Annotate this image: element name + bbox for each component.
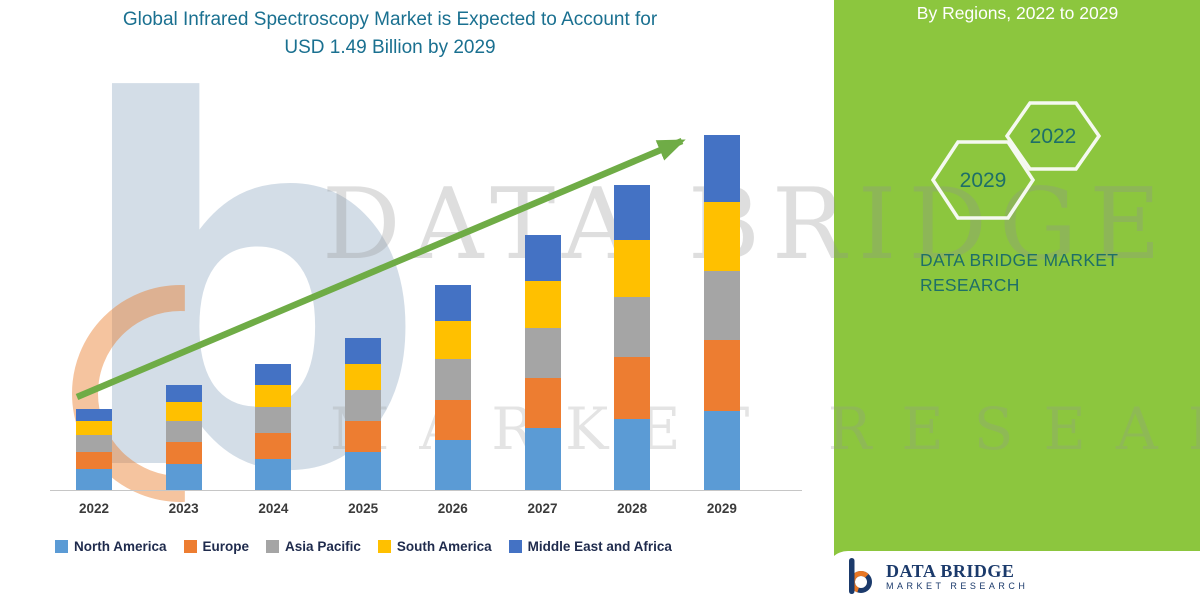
side-panel-background (834, 0, 1200, 600)
bar-segment-asia-pacific-2024 (255, 406, 292, 433)
x-axis-label: 2029 (706, 501, 737, 516)
bar-segment-middle-east-and-africa-2026 (434, 285, 471, 321)
side-panel-title: By Regions, 2022 to 2029 (916, 3, 1119, 23)
bar-segment-asia-pacific-2028 (614, 297, 651, 357)
bar-segment-north-america-2028 (614, 418, 651, 490)
bar-segment-europe-2026 (434, 399, 471, 440)
bar-segment-north-america-2026 (434, 440, 471, 490)
bar-segment-middle-east-and-africa-2022 (76, 409, 112, 421)
hexagon-2029 (930, 140, 1036, 220)
footer-logo: DATA BRIDGE MARKET RESEARCH (826, 551, 1200, 600)
legend-label: South America (396, 539, 492, 554)
bar-segment-south-america-2029 (703, 202, 740, 272)
bar-segment-north-america-2029 (703, 411, 740, 490)
x-axis-label: 2023 (168, 501, 199, 516)
x-axis-line (50, 490, 802, 491)
chart-legend: North America Europe Asia Pacific South Ame… (55, 539, 672, 554)
legend-label: Asia Pacific (285, 539, 361, 554)
bar-segment-south-america-2025 (345, 363, 382, 391)
legend-item: Middle East and Africa (508, 539, 672, 554)
x-axis-label: 2026 (437, 501, 468, 516)
legend-swatch (183, 540, 197, 553)
footer-logo-text: DATA BRIDGE MARKET RESEARCH (886, 561, 1028, 591)
bar-segment-asia-pacific-2026 (434, 359, 471, 400)
bar-segment-south-america-2022 (76, 420, 112, 436)
bar-segment-middle-east-and-africa-2024 (255, 363, 292, 386)
legend-swatch (55, 540, 68, 553)
legend-item: Europe (183, 539, 250, 554)
bar-segment-middle-east-and-africa-2027 (524, 235, 561, 281)
bar-segment-asia-pacific-2022 (76, 435, 112, 452)
data-bridge-logo-icon (849, 557, 872, 594)
legend-label: Europe (202, 539, 250, 554)
bar-segment-europe-2027 (524, 378, 561, 429)
bar-segment-north-america-2024 (255, 459, 292, 490)
bar-segment-middle-east-and-africa-2023 (165, 385, 202, 402)
bar-segment-south-america-2023 (165, 401, 202, 421)
bar-segment-middle-east-and-africa-2025 (345, 337, 382, 364)
legend-item: South America (377, 539, 492, 554)
x-axis-label: 2027 (527, 501, 558, 516)
bar-segment-asia-pacific-2027 (524, 328, 561, 379)
legend-swatch (377, 540, 391, 553)
chart-title-line2: USD 1.49 Billion by 2029 (284, 37, 496, 58)
bar-segment-middle-east-and-africa-2028 (614, 185, 651, 241)
bar-segment-asia-pacific-2025 (345, 390, 382, 421)
legend-item: Asia Pacific (266, 539, 361, 554)
bar-segment-north-america-2025 (345, 451, 382, 490)
bar-segment-north-america-2027 (524, 428, 561, 490)
bar-segment-europe-2022 (76, 451, 112, 469)
legend-item: North America (55, 539, 167, 554)
watermark-b-logo: b (70, 0, 428, 581)
legend-swatch (266, 540, 280, 553)
hexagon-year-2022: 2022 (1030, 125, 1077, 148)
hexagon-2022 (1004, 101, 1102, 171)
legend-label: North America (74, 539, 167, 554)
legend-label: Middle East and Africa (527, 539, 672, 554)
side-panel-brand-line1: DATA BRIDGE MARKET (920, 250, 1119, 270)
year-hexagons: 2029 2022 (930, 101, 1102, 220)
bar-segment-asia-pacific-2029 (703, 271, 740, 341)
chart-title: Global Infrared Spectroscopy Market is E… (25, 6, 755, 62)
side-panel-brand-line2: RESEARCH (920, 275, 1020, 295)
bar-segment-north-america-2022 (76, 468, 112, 490)
footer-logo-sub: MARKET RESEARCH (886, 580, 1029, 591)
x-axis-label: 2025 (348, 501, 379, 516)
bar-segment-asia-pacific-2023 (165, 420, 202, 443)
legend-swatch (508, 540, 522, 553)
bar-segment-europe-2028 (614, 356, 651, 419)
bar-segment-europe-2025 (345, 420, 382, 452)
bar-segment-europe-2029 (703, 340, 740, 412)
bar-segment-middle-east-and-africa-2029 (703, 135, 740, 202)
x-axis-label: 2024 (258, 501, 289, 516)
bar-segment-south-america-2024 (255, 385, 292, 407)
bar-segment-south-america-2027 (524, 280, 561, 329)
bar-segment-europe-2023 (165, 442, 202, 464)
hexagon-year-2029: 2029 (960, 169, 1007, 192)
x-axis-label: 2028 (617, 501, 648, 516)
side-panel-brand: DATA BRIDGE MARKET RESEARCH (920, 248, 1118, 298)
footer-logo-name: DATA BRIDGE (886, 560, 1015, 581)
chart-title-line1: Global Infrared Spectroscopy Market is E… (122, 9, 658, 30)
x-axis-label: 2022 (78, 501, 110, 516)
bar-segment-south-america-2026 (434, 321, 471, 360)
watermark-orange-arc (72, 285, 185, 502)
bar-segment-south-america-2028 (614, 240, 651, 298)
bar-segment-europe-2024 (255, 432, 292, 460)
bar-segment-north-america-2023 (165, 463, 202, 490)
